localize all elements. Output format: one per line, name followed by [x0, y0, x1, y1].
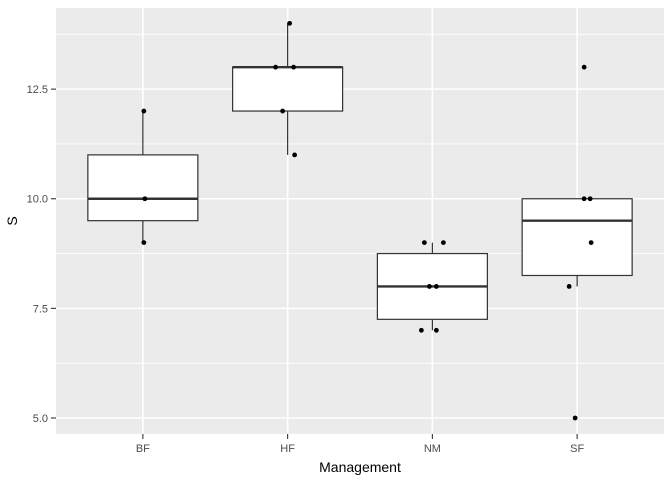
x-tick-label: HF	[280, 443, 295, 455]
data-point	[433, 284, 439, 289]
y-tick-label: 10.0	[27, 194, 48, 206]
data-point	[287, 20, 293, 26]
y-tick-label: 7.5	[33, 303, 48, 315]
data-point	[572, 415, 578, 421]
x-tick-label: BF	[136, 443, 150, 455]
x-axis-title: Management	[319, 459, 401, 475]
data-point	[292, 152, 298, 158]
y-tick-label: 5.0	[33, 413, 48, 425]
data-point	[141, 240, 147, 245]
data-point	[588, 240, 594, 245]
x-tick-label: SF	[570, 443, 584, 455]
x-tick-label: NM	[424, 443, 441, 455]
data-point	[581, 196, 587, 202]
box-sf	[521, 198, 633, 277]
data-point	[433, 327, 439, 333]
data-point	[142, 196, 148, 202]
data-point	[418, 327, 424, 333]
data-point	[421, 240, 427, 245]
data-point	[440, 240, 446, 245]
data-point	[273, 64, 279, 70]
data-point	[566, 284, 572, 289]
data-point	[280, 108, 286, 114]
box-bf	[87, 154, 199, 222]
data-point	[291, 64, 297, 70]
data-point	[426, 284, 432, 289]
y-axis-title: S	[4, 216, 20, 226]
y-tick-label: 12.5	[27, 84, 48, 96]
data-point	[581, 64, 587, 70]
data-point	[141, 108, 147, 114]
box-hf	[232, 66, 344, 112]
data-point	[587, 196, 593, 202]
